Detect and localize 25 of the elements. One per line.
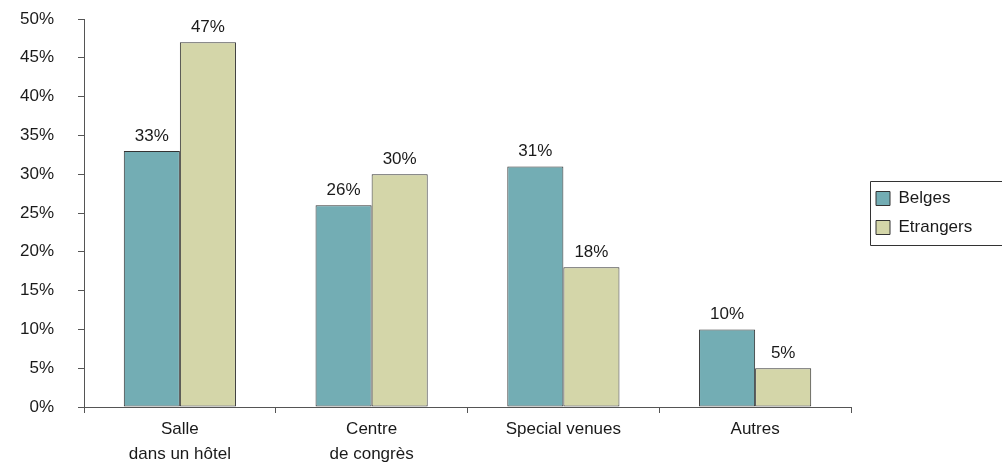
data-label: 26% — [326, 180, 361, 200]
data-label: 5% — [770, 343, 796, 363]
legend-label: Etrangers — [898, 217, 973, 237]
y-tick-label: 30% — [19, 163, 54, 183]
x-tick-label: Centre de congrès — [329, 419, 414, 463]
y-tick-label: 0% — [29, 396, 54, 416]
y-tick-label: 35% — [19, 125, 54, 145]
y-tick-label: 25% — [19, 202, 54, 222]
y-tick-label: 5% — [29, 357, 54, 377]
y-tick-label: 50% — [19, 8, 54, 28]
data-label: 18% — [574, 242, 609, 262]
y-tick-label: 10% — [19, 319, 54, 339]
legend-label: Belges — [898, 188, 951, 208]
data-label: 30% — [382, 149, 417, 169]
data-label: 31% — [518, 141, 553, 161]
data-label: 47% — [190, 17, 225, 37]
y-tick-label: 15% — [19, 280, 54, 300]
data-label: 10% — [710, 304, 745, 324]
x-tick-label: Autres — [730, 419, 780, 439]
x-tick-label: Special venues — [505, 419, 622, 439]
y-tick-label: 40% — [19, 86, 54, 106]
x-tick-label: Salle dans un hôtel — [128, 419, 231, 463]
data-label: 33% — [134, 125, 169, 145]
y-tick-label: 20% — [19, 241, 54, 261]
y-tick-label: 45% — [19, 47, 54, 67]
